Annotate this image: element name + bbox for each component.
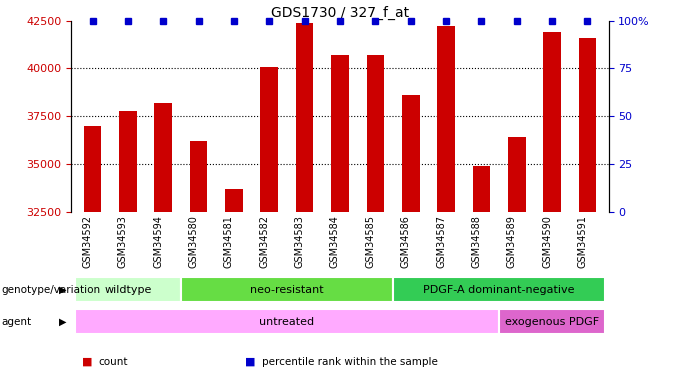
Text: neo-resistant: neo-resistant: [250, 285, 324, 295]
Title: GDS1730 / 327_f_at: GDS1730 / 327_f_at: [271, 6, 409, 20]
Text: ■: ■: [82, 357, 92, 367]
Text: GSM34586: GSM34586: [401, 215, 411, 268]
Text: GSM34583: GSM34583: [294, 215, 305, 268]
Text: GSM34589: GSM34589: [507, 215, 517, 268]
Bar: [225, 189, 243, 212]
Text: GSM34584: GSM34584: [330, 215, 340, 268]
Text: GSM34590: GSM34590: [542, 215, 552, 268]
Bar: [296, 22, 313, 212]
Text: GSM34585: GSM34585: [365, 215, 375, 268]
Bar: [367, 55, 384, 212]
Bar: [437, 26, 455, 212]
Text: GSM34581: GSM34581: [224, 215, 234, 268]
Text: GSM34591: GSM34591: [577, 215, 588, 268]
Text: PDGF-A dominant-negative: PDGF-A dominant-negative: [423, 285, 575, 295]
Text: exogenous PDGF: exogenous PDGF: [505, 316, 599, 327]
Text: GSM34587: GSM34587: [436, 215, 446, 268]
Bar: [84, 126, 101, 212]
Bar: [154, 103, 172, 212]
Bar: [508, 137, 526, 212]
Text: GSM34580: GSM34580: [188, 215, 199, 268]
Text: count: count: [99, 357, 128, 367]
Text: percentile rank within the sample: percentile rank within the sample: [262, 357, 438, 367]
Bar: [260, 66, 278, 212]
Bar: [75, 277, 181, 302]
Text: agent: agent: [1, 316, 31, 327]
Text: ■: ■: [245, 357, 255, 367]
Text: untreated: untreated: [260, 316, 315, 327]
Bar: [393, 277, 605, 302]
Text: ▶: ▶: [59, 316, 67, 327]
Text: genotype/variation: genotype/variation: [1, 285, 101, 295]
Text: GSM34588: GSM34588: [471, 215, 481, 268]
Text: ▶: ▶: [59, 285, 67, 295]
Bar: [119, 111, 137, 212]
Text: wildtype: wildtype: [104, 285, 152, 295]
Bar: [543, 32, 561, 212]
Text: GSM34592: GSM34592: [82, 215, 92, 268]
Text: GSM34594: GSM34594: [153, 215, 163, 268]
Bar: [473, 166, 490, 212]
Bar: [579, 38, 596, 212]
Text: GSM34582: GSM34582: [259, 215, 269, 268]
Bar: [402, 95, 420, 212]
Bar: [499, 309, 605, 334]
Bar: [75, 309, 499, 334]
Bar: [190, 141, 207, 212]
Text: GSM34593: GSM34593: [118, 215, 128, 268]
Bar: [181, 277, 393, 302]
Bar: [331, 55, 349, 212]
